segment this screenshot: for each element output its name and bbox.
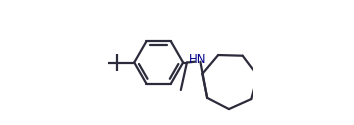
Text: HN: HN (189, 53, 206, 66)
